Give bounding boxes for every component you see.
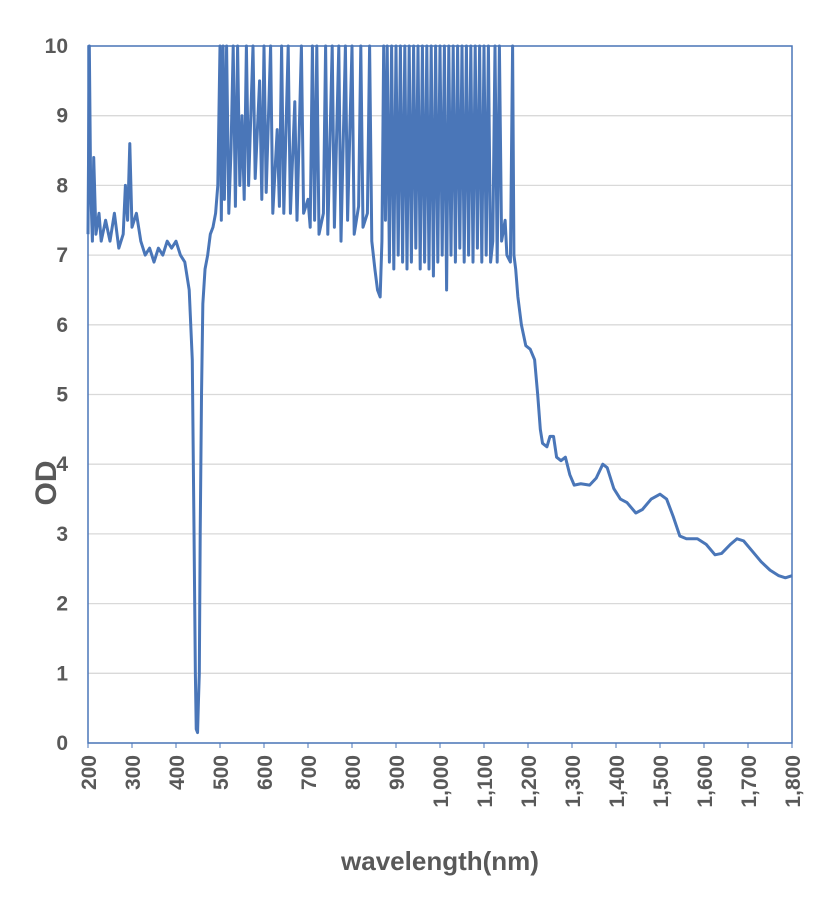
- x-tick-label: 1,800: [782, 755, 805, 808]
- x-tick-label: 1,100: [474, 755, 497, 808]
- y-tick-label: 0: [56, 732, 68, 755]
- x-tick-label: 1,700: [738, 755, 761, 808]
- x-tick-label: 300: [122, 755, 145, 790]
- y-tick-label: 2: [56, 593, 68, 616]
- x-tick-label: 1,300: [562, 755, 585, 808]
- x-tick-label: 800: [342, 755, 365, 790]
- x-tick-label: 700: [298, 755, 321, 790]
- x-tick-label: 1,500: [650, 755, 673, 808]
- y-tick-label: 5: [56, 384, 68, 407]
- x-axis-label: wavelength(nm): [340, 846, 539, 876]
- x-tick-label: 600: [254, 755, 277, 790]
- y-axis-label: OD: [30, 461, 63, 506]
- y-tick-label: 6: [56, 314, 68, 337]
- x-tick-label: 1,600: [694, 755, 717, 808]
- y-tick-label: 7: [56, 244, 68, 267]
- x-tick-label: 200: [78, 755, 101, 790]
- y-tick-label: 1: [56, 662, 68, 685]
- y-tick-label: 3: [56, 523, 68, 546]
- y-tick-label: 4: [56, 453, 68, 476]
- x-tick-label: 1,400: [606, 755, 629, 808]
- y-tick-label: 9: [56, 105, 68, 128]
- y-tick-label: 10: [45, 35, 68, 58]
- x-tick-label: 1,000: [430, 755, 453, 808]
- x-tick-label: 400: [166, 755, 189, 790]
- x-tick-label: 500: [210, 755, 233, 790]
- x-tick-label: 900: [386, 755, 409, 790]
- y-tick-label: 8: [56, 174, 68, 197]
- data-line: [86, 44, 793, 735]
- x-tick-label: 1,200: [518, 755, 541, 808]
